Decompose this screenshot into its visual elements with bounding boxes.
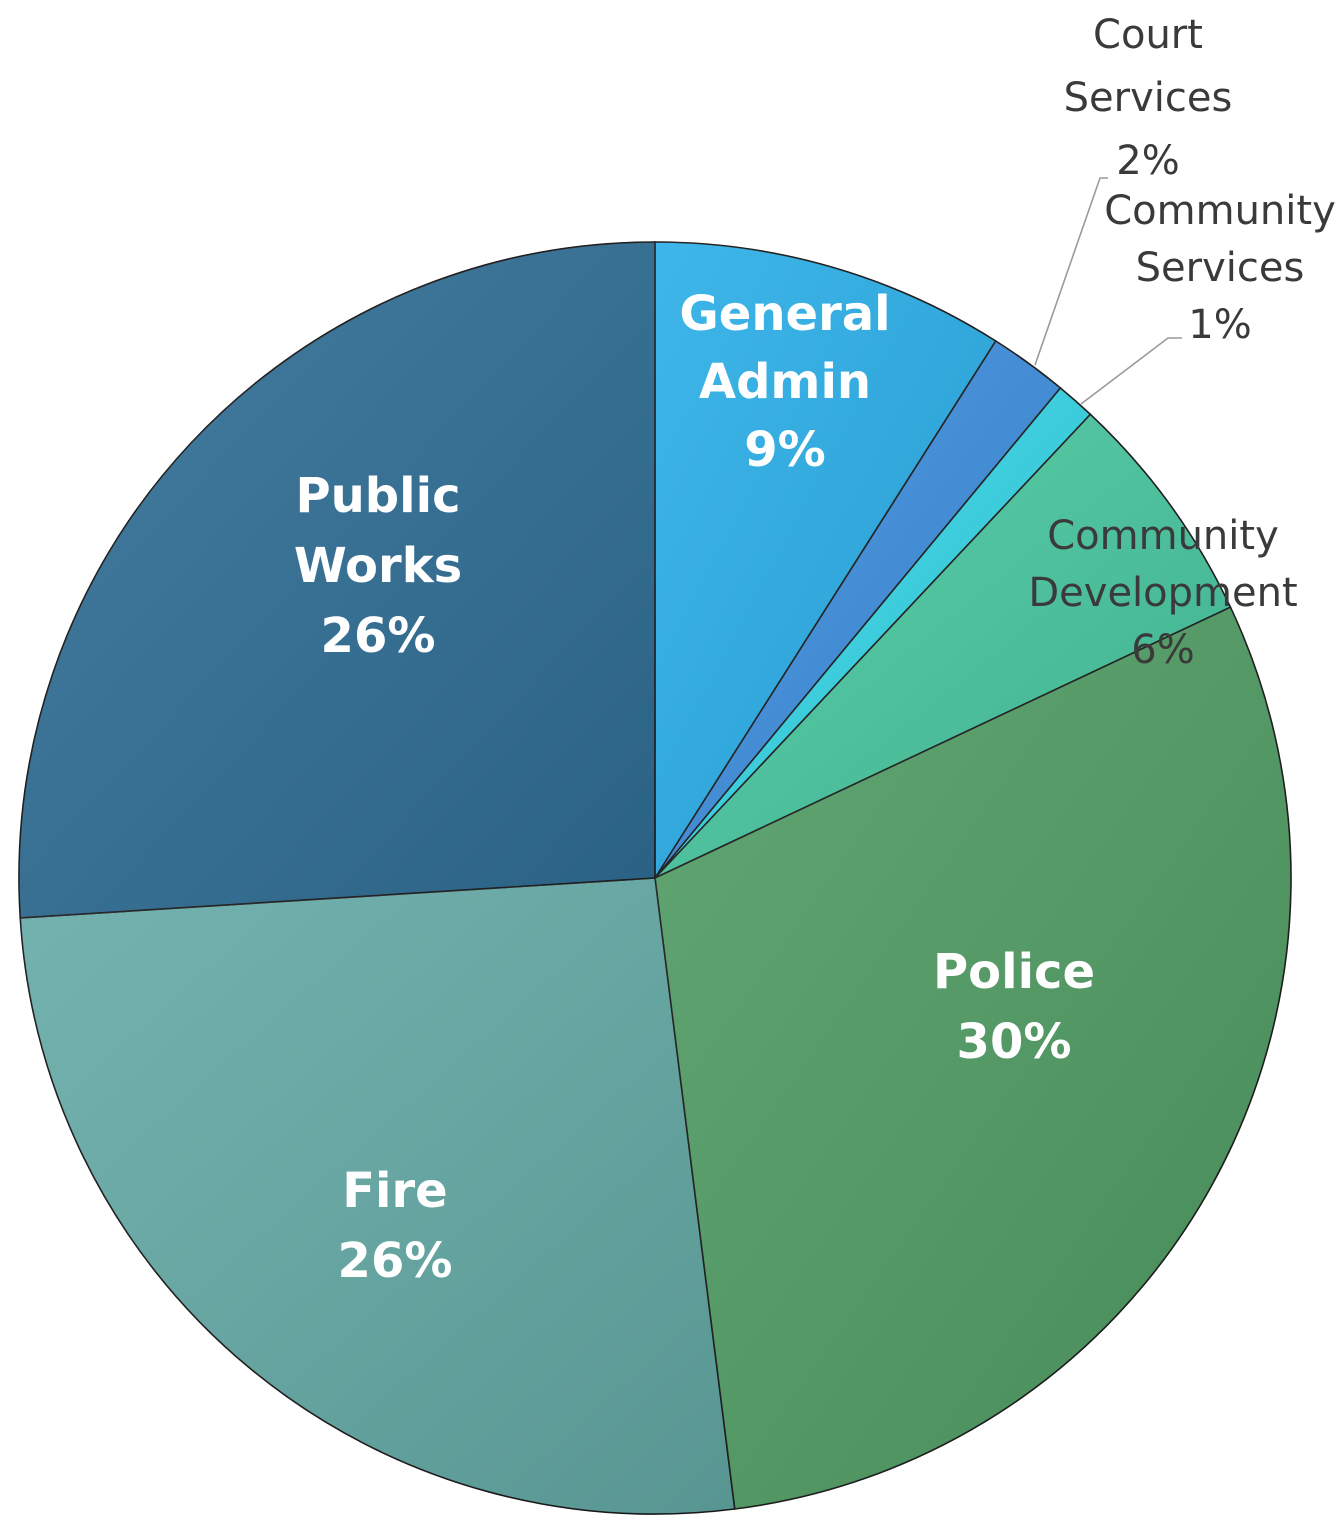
- pie-slice-shading-community-development: [655, 414, 1231, 878]
- data-label-community-development: Community Development 6%: [1028, 513, 1297, 673]
- data-label-fire: Fire 26%: [338, 1163, 453, 1289]
- pie-slice-shading-court-services: [655, 341, 1061, 878]
- data-label-community-services: Community Services 1%: [1104, 188, 1336, 348]
- data-label-police: Police 30%: [933, 944, 1095, 1070]
- pie-slice-shading-general-admin: [655, 242, 996, 878]
- pie-slice-shading-fire: [20, 878, 735, 1514]
- leader-line-community-services: [1080, 337, 1182, 405]
- pie-slice-shading-public-works: [18, 242, 655, 918]
- pie-slice-shading-community-services: [655, 387, 1091, 878]
- data-label-court-services: Court Services 2%: [1064, 12, 1233, 184]
- pie-slice-shading-police: [655, 607, 1291, 1509]
- data-label-public-works: Public Works 26%: [294, 468, 462, 664]
- leader-line-court-services: [1034, 177, 1108, 366]
- data-label-general-admin: General Admin 9%: [679, 286, 890, 478]
